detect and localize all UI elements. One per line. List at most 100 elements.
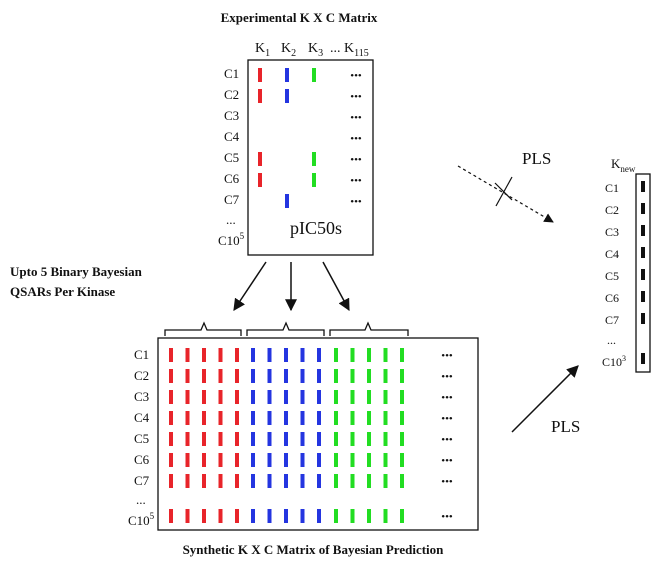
syn-row-label: C1 — [134, 347, 149, 362]
syn-cell-mark-red — [218, 509, 223, 523]
new-cell-mark — [641, 247, 645, 258]
kinase-header-k3: K3 — [308, 41, 323, 59]
syn-cell-mark-green — [383, 432, 388, 446]
syn-cell-mark-green — [400, 390, 404, 404]
syn-cell-mark-green — [400, 453, 404, 467]
new-row-label: C3 — [605, 225, 619, 239]
pic50s-label: pIC50s — [290, 218, 342, 238]
exp-row-dots: ••• — [350, 154, 362, 166]
syn-cell-mark-green — [383, 509, 388, 523]
syn-cell-mark-green — [367, 509, 371, 523]
exp-row-label: C1 — [224, 66, 239, 81]
syn-cell-mark-red — [235, 509, 239, 523]
syn-row-label: C2 — [134, 368, 149, 383]
exp-cell-mark-green — [312, 68, 316, 82]
syn-cell-mark-red — [185, 369, 190, 383]
exp-cell-mark-green — [312, 173, 316, 187]
syn-cell-mark-green — [350, 474, 355, 488]
syn-cell-mark-red — [185, 474, 190, 488]
synthetic-matrix-dots: ••• ••• ••• ••• ••• ••• ••• ••• — [441, 350, 453, 523]
syn-cell-mark-green — [350, 369, 355, 383]
synthetic-row-labels: C1 C2 C3 C4 C5 C6 C7 ... C105 — [128, 347, 155, 528]
new-row-label: C7 — [605, 313, 619, 327]
syn-cell-mark-blue — [251, 474, 255, 488]
syn-cell-mark-red — [235, 369, 239, 383]
exp-cell-mark-red — [258, 68, 262, 82]
pls-block-cross-b — [495, 176, 513, 207]
pls-blocked-label: PLS — [522, 149, 551, 168]
syn-cell-mark-red — [169, 411, 173, 425]
syn-row-dots: ••• — [441, 392, 453, 404]
syn-cell-mark-green — [367, 411, 371, 425]
syn-cell-mark-red — [169, 453, 173, 467]
syn-cell-mark-blue — [267, 390, 272, 404]
syn-row-label: C6 — [134, 452, 150, 467]
syn-cell-mark-green — [334, 411, 338, 425]
new-cell-mark — [641, 181, 645, 192]
syn-cell-mark-blue — [267, 432, 272, 446]
new-cell-mark — [641, 313, 645, 324]
syn-cell-mark-green — [334, 474, 338, 488]
exp-row-label: C6 — [224, 171, 240, 186]
syn-cell-mark-blue — [284, 411, 288, 425]
kinase-header-k2: K2 — [281, 41, 296, 59]
syn-cell-mark-green — [350, 348, 355, 362]
syn-cell-mark-green — [334, 369, 338, 383]
syn-cell-mark-green — [367, 453, 371, 467]
new-row-label: C4 — [605, 247, 619, 261]
experimental-matrix-title: Experimental K X C Matrix — [221, 10, 378, 25]
syn-cell-mark-green — [334, 390, 338, 404]
syn-cell-mark-blue — [317, 348, 321, 362]
syn-cell-mark-green — [350, 509, 355, 523]
syn-cell-mark-blue — [300, 390, 305, 404]
syn-cell-mark-red — [202, 453, 206, 467]
syn-cell-mark-green — [400, 509, 404, 523]
syn-cell-mark-blue — [251, 348, 255, 362]
pls-label: PLS — [551, 417, 580, 436]
syn-cell-mark-red — [202, 369, 206, 383]
model-arrow-right — [322, 261, 350, 312]
syn-cell-mark-red — [218, 390, 223, 404]
syn-cell-mark-green — [367, 474, 371, 488]
syn-cell-mark-red — [169, 509, 173, 523]
new-cell-mark — [641, 225, 645, 236]
new-kinase-cells — [641, 181, 645, 364]
syn-cell-mark-blue — [300, 474, 305, 488]
syn-row-dots: ••• — [441, 434, 453, 446]
syn-cell-mark-green — [400, 411, 404, 425]
syn-cell-mark-blue — [284, 348, 288, 362]
syn-row-dots: ••• — [441, 350, 453, 362]
syn-cell-mark-red — [235, 411, 239, 425]
syn-cell-mark-green — [334, 348, 338, 362]
syn-cell-mark-red — [185, 432, 190, 446]
experimental-matrix-headers: K1 K2 K3 ... K115 — [255, 41, 369, 59]
syn-row-label: C3 — [134, 389, 149, 404]
syn-cell-mark-red — [202, 509, 206, 523]
syn-cell-mark-blue — [251, 432, 255, 446]
syn-cell-mark-red — [202, 348, 206, 362]
exp-row-last: C105 — [218, 231, 245, 248]
new-cell-mark — [641, 269, 645, 280]
syn-cell-mark-blue — [300, 432, 305, 446]
exp-cell-mark-blue — [285, 68, 289, 82]
new-cell-mark — [641, 291, 645, 302]
syn-cell-mark-green — [350, 432, 355, 446]
experimental-row-labels: C1 C2 C3 C4 C5 C6 C7 ... C105 — [218, 66, 245, 248]
syn-cell-mark-red — [202, 432, 206, 446]
syn-cell-mark-blue — [284, 474, 288, 488]
syn-cell-mark-blue — [267, 474, 272, 488]
exp-row-label: C2 — [224, 87, 239, 102]
syn-cell-mark-blue — [317, 474, 321, 488]
syn-cell-mark-red — [185, 453, 190, 467]
syn-row-last: C105 — [128, 511, 155, 528]
syn-row-dots: ••• — [441, 455, 453, 467]
new-row-label: C2 — [605, 203, 619, 217]
syn-cell-mark-red — [235, 432, 239, 446]
syn-cell-mark-blue — [267, 369, 272, 383]
syn-cell-mark-green — [367, 348, 371, 362]
exp-row-label: C7 — [224, 192, 240, 207]
syn-cell-mark-blue — [317, 369, 321, 383]
experimental-matrix-cells — [258, 68, 316, 208]
exp-row-dots: ••• — [350, 112, 362, 124]
syn-cell-mark-green — [383, 348, 388, 362]
